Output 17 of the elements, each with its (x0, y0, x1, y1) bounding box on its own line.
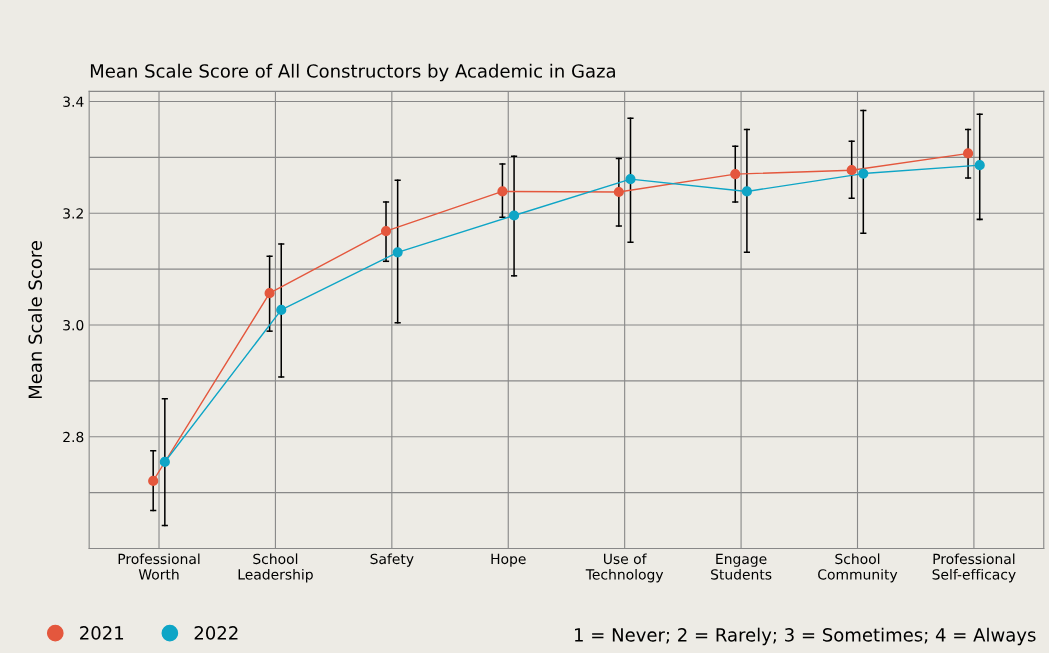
text: 1 = Never; 2 = Rarely; 3 = Sometimes; 4 = Always (574, 627, 1036, 646)
x-tick-label: Professional Self-efficacy (932, 553, 1016, 583)
y-tick-label: 3.0 (63, 319, 84, 331)
y-tick-label: 3.4 (63, 96, 84, 107)
x-tick-label: Professional Worth (118, 553, 200, 580)
x-tick-label: School Leadership (238, 553, 313, 583)
y-tick-label: 2.8 (63, 431, 84, 443)
x-tick-label: Safety (370, 553, 414, 567)
legend-label: 2022 (194, 626, 238, 640)
x-tick-label: School Community (818, 553, 898, 583)
x-tick-label: Hope (491, 553, 526, 567)
chart-title: Mean Scale Score of All Constructors by Academic in Gaza (90, 63, 615, 82)
y-tick-label: 3.2 (63, 208, 83, 219)
x-tick-label: Use of Technology (585, 553, 664, 583)
x-tick-label: Engage Students (711, 553, 772, 580)
legend-label: 2021 (80, 626, 124, 640)
y-axis-title: Mean Scale Score (28, 241, 43, 399)
